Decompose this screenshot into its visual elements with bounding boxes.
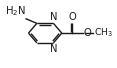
Text: N: N — [50, 12, 58, 22]
Text: O: O — [83, 28, 91, 38]
Text: H$_2$N: H$_2$N — [5, 4, 26, 18]
Text: CH$_3$: CH$_3$ — [94, 27, 113, 39]
Text: N: N — [50, 44, 58, 54]
Text: O: O — [69, 11, 76, 21]
